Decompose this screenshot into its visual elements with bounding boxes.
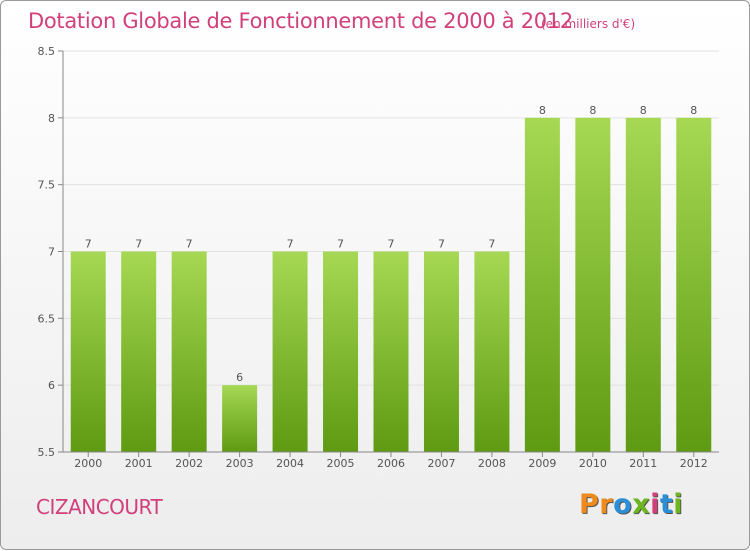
x-tick-label: 2005 [327, 457, 355, 470]
x-tick-label: 2011 [629, 457, 657, 470]
logo-letter: o [613, 489, 633, 520]
data-label: 7 [488, 238, 495, 251]
x-tick-label: 2007 [427, 457, 455, 470]
y-tick-label: 5.5 [38, 446, 56, 459]
data-label: 7 [186, 238, 193, 251]
x-tick-label: 2004 [276, 457, 304, 470]
data-label: 6 [236, 371, 243, 384]
bar [70, 251, 106, 452]
x-tick-label: 2010 [579, 457, 607, 470]
y-tick-label: 8 [48, 112, 55, 125]
logo-letter: r [599, 489, 614, 520]
bar [524, 117, 560, 452]
bar [575, 117, 611, 452]
logo-letter: x [632, 489, 651, 520]
data-label: 8 [640, 104, 647, 117]
chart-subtitle: (en milliers d'€) [541, 17, 636, 31]
bar [676, 117, 712, 452]
y-tick-label: 7.5 [38, 179, 56, 192]
logo-letter: P [579, 489, 600, 520]
data-label: 7 [438, 238, 445, 251]
y-tick-label: 7 [48, 246, 55, 259]
x-tick-label: 2012 [680, 457, 708, 470]
data-label: 7 [388, 238, 395, 251]
data-label: 8 [690, 104, 697, 117]
chart-title: Dotation Globale de Fonctionnement de 20… [28, 9, 573, 33]
x-tick-label: 2003 [226, 457, 254, 470]
x-tick-label: 2002 [175, 457, 203, 470]
bar [121, 251, 157, 452]
x-tick-label: 2000 [74, 457, 102, 470]
bar [373, 251, 409, 452]
logo-letter: i [673, 489, 684, 520]
bar [625, 117, 661, 452]
bar [272, 251, 308, 452]
data-label: 8 [589, 104, 596, 117]
x-tick-label: 2009 [528, 457, 556, 470]
bar [171, 251, 207, 452]
x-tick-label: 2006 [377, 457, 405, 470]
data-label: 7 [85, 238, 92, 251]
proxiti-logo: Proxiti [579, 489, 683, 520]
y-tick-label: 8.5 [38, 45, 56, 58]
bar [474, 251, 510, 452]
y-tick-label: 6 [48, 379, 55, 392]
x-tick-label: 2001 [125, 457, 153, 470]
data-label: 7 [337, 238, 344, 251]
y-tick-label: 6.5 [38, 312, 56, 325]
logo-letter: i [650, 489, 660, 520]
x-tick-label: 2008 [478, 457, 506, 470]
data-label: 7 [135, 238, 142, 251]
commune-name: CIZANCOURT [36, 495, 163, 519]
bar [423, 251, 459, 452]
data-label: 7 [287, 238, 294, 251]
bar [222, 385, 258, 452]
bar [323, 251, 359, 452]
data-label: 8 [539, 104, 546, 117]
logo-letter: t [659, 489, 674, 520]
